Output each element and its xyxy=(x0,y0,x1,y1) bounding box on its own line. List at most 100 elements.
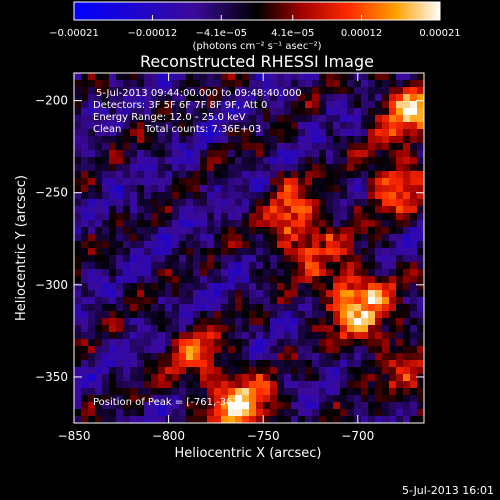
image-pixel xyxy=(186,339,194,347)
image-pixel xyxy=(123,241,131,249)
image-pixel xyxy=(130,276,138,284)
image-pixel xyxy=(151,248,159,256)
image-pixel xyxy=(270,388,278,396)
image-pixel xyxy=(277,206,285,214)
image-pixel xyxy=(403,143,411,151)
image-pixel xyxy=(95,318,103,326)
image-pixel xyxy=(109,94,117,102)
image-pixel xyxy=(361,171,369,179)
image-pixel xyxy=(319,297,327,305)
image-pixel xyxy=(389,122,397,130)
image-pixel xyxy=(368,136,376,144)
image-pixel xyxy=(214,185,222,193)
image-pixel xyxy=(326,234,334,242)
image-pixel xyxy=(179,143,187,151)
image-pixel xyxy=(410,283,418,291)
image-pixel xyxy=(186,94,194,102)
image-pixel xyxy=(270,227,278,235)
chart-title: Reconstructed RHESSI Image xyxy=(140,52,374,71)
image-pixel xyxy=(249,248,257,256)
image-pixel xyxy=(277,136,285,144)
image-pixel xyxy=(207,262,215,270)
image-pixel xyxy=(137,374,145,382)
image-pixel xyxy=(361,213,369,221)
image-pixel xyxy=(410,325,418,333)
image-pixel xyxy=(417,311,425,319)
image-pixel xyxy=(312,269,320,277)
image-pixel xyxy=(172,101,180,109)
image-pixel xyxy=(396,262,404,270)
image-pixel xyxy=(221,304,229,312)
image-pixel xyxy=(347,241,355,249)
image-pixel xyxy=(74,164,82,172)
image-pixel xyxy=(137,227,145,235)
image-pixel xyxy=(333,304,341,312)
image-pixel xyxy=(256,311,264,319)
image-pixel xyxy=(200,381,208,389)
image-pixel xyxy=(284,206,292,214)
image-pixel xyxy=(228,227,236,235)
image-pixel xyxy=(326,269,334,277)
image-pixel xyxy=(242,80,250,88)
image-pixel xyxy=(235,234,243,242)
image-pixel xyxy=(305,80,313,88)
image-pixel xyxy=(116,213,124,221)
image-pixel xyxy=(382,388,390,396)
image-pixel xyxy=(81,318,89,326)
image-pixel xyxy=(151,164,159,172)
image-pixel xyxy=(95,381,103,389)
image-pixel xyxy=(375,332,383,340)
image-pixel xyxy=(81,213,89,221)
image-pixel xyxy=(305,178,313,186)
image-pixel xyxy=(151,199,159,207)
image-pixel xyxy=(88,248,96,256)
image-pixel xyxy=(109,220,117,228)
image-pixel xyxy=(305,185,313,193)
image-pixel xyxy=(200,416,208,424)
image-pixel xyxy=(130,143,138,151)
image-pixel xyxy=(270,178,278,186)
image-pixel xyxy=(214,353,222,361)
image-pixel xyxy=(172,318,180,326)
image-pixel xyxy=(354,164,362,172)
image-pixel xyxy=(340,304,348,312)
image-pixel xyxy=(158,129,166,137)
image-pixel xyxy=(207,374,215,382)
image-pixel xyxy=(179,101,187,109)
image-pixel xyxy=(410,115,418,123)
image-pixel xyxy=(417,206,425,214)
image-pixel xyxy=(326,248,334,256)
image-pixel xyxy=(284,416,292,424)
image-pixel xyxy=(116,374,124,382)
image-pixel xyxy=(179,297,187,305)
image-pixel xyxy=(137,311,145,319)
image-pixel xyxy=(277,367,285,375)
image-pixel xyxy=(116,108,124,116)
image-pixel xyxy=(130,129,138,137)
image-pixel xyxy=(242,199,250,207)
image-pixel xyxy=(340,367,348,375)
image-pixel xyxy=(200,150,208,158)
image-pixel xyxy=(193,115,201,123)
image-pixel xyxy=(137,283,145,291)
image-pixel xyxy=(410,388,418,396)
image-pixel xyxy=(165,367,173,375)
image-pixel xyxy=(361,234,369,242)
heatmap-image xyxy=(74,73,425,424)
image-pixel xyxy=(298,374,306,382)
image-pixel xyxy=(179,80,187,88)
image-pixel xyxy=(102,150,110,158)
image-pixel xyxy=(298,129,306,137)
image-pixel xyxy=(333,388,341,396)
image-pixel xyxy=(270,220,278,228)
image-pixel xyxy=(151,332,159,340)
image-pixel xyxy=(130,262,138,270)
image-pixel xyxy=(270,136,278,144)
image-pixel xyxy=(319,311,327,319)
image-pixel xyxy=(305,115,313,123)
image-pixel xyxy=(347,346,355,354)
image-pixel xyxy=(137,325,145,333)
image-pixel xyxy=(382,199,390,207)
image-pixel xyxy=(277,220,285,228)
image-pixel xyxy=(242,87,250,95)
